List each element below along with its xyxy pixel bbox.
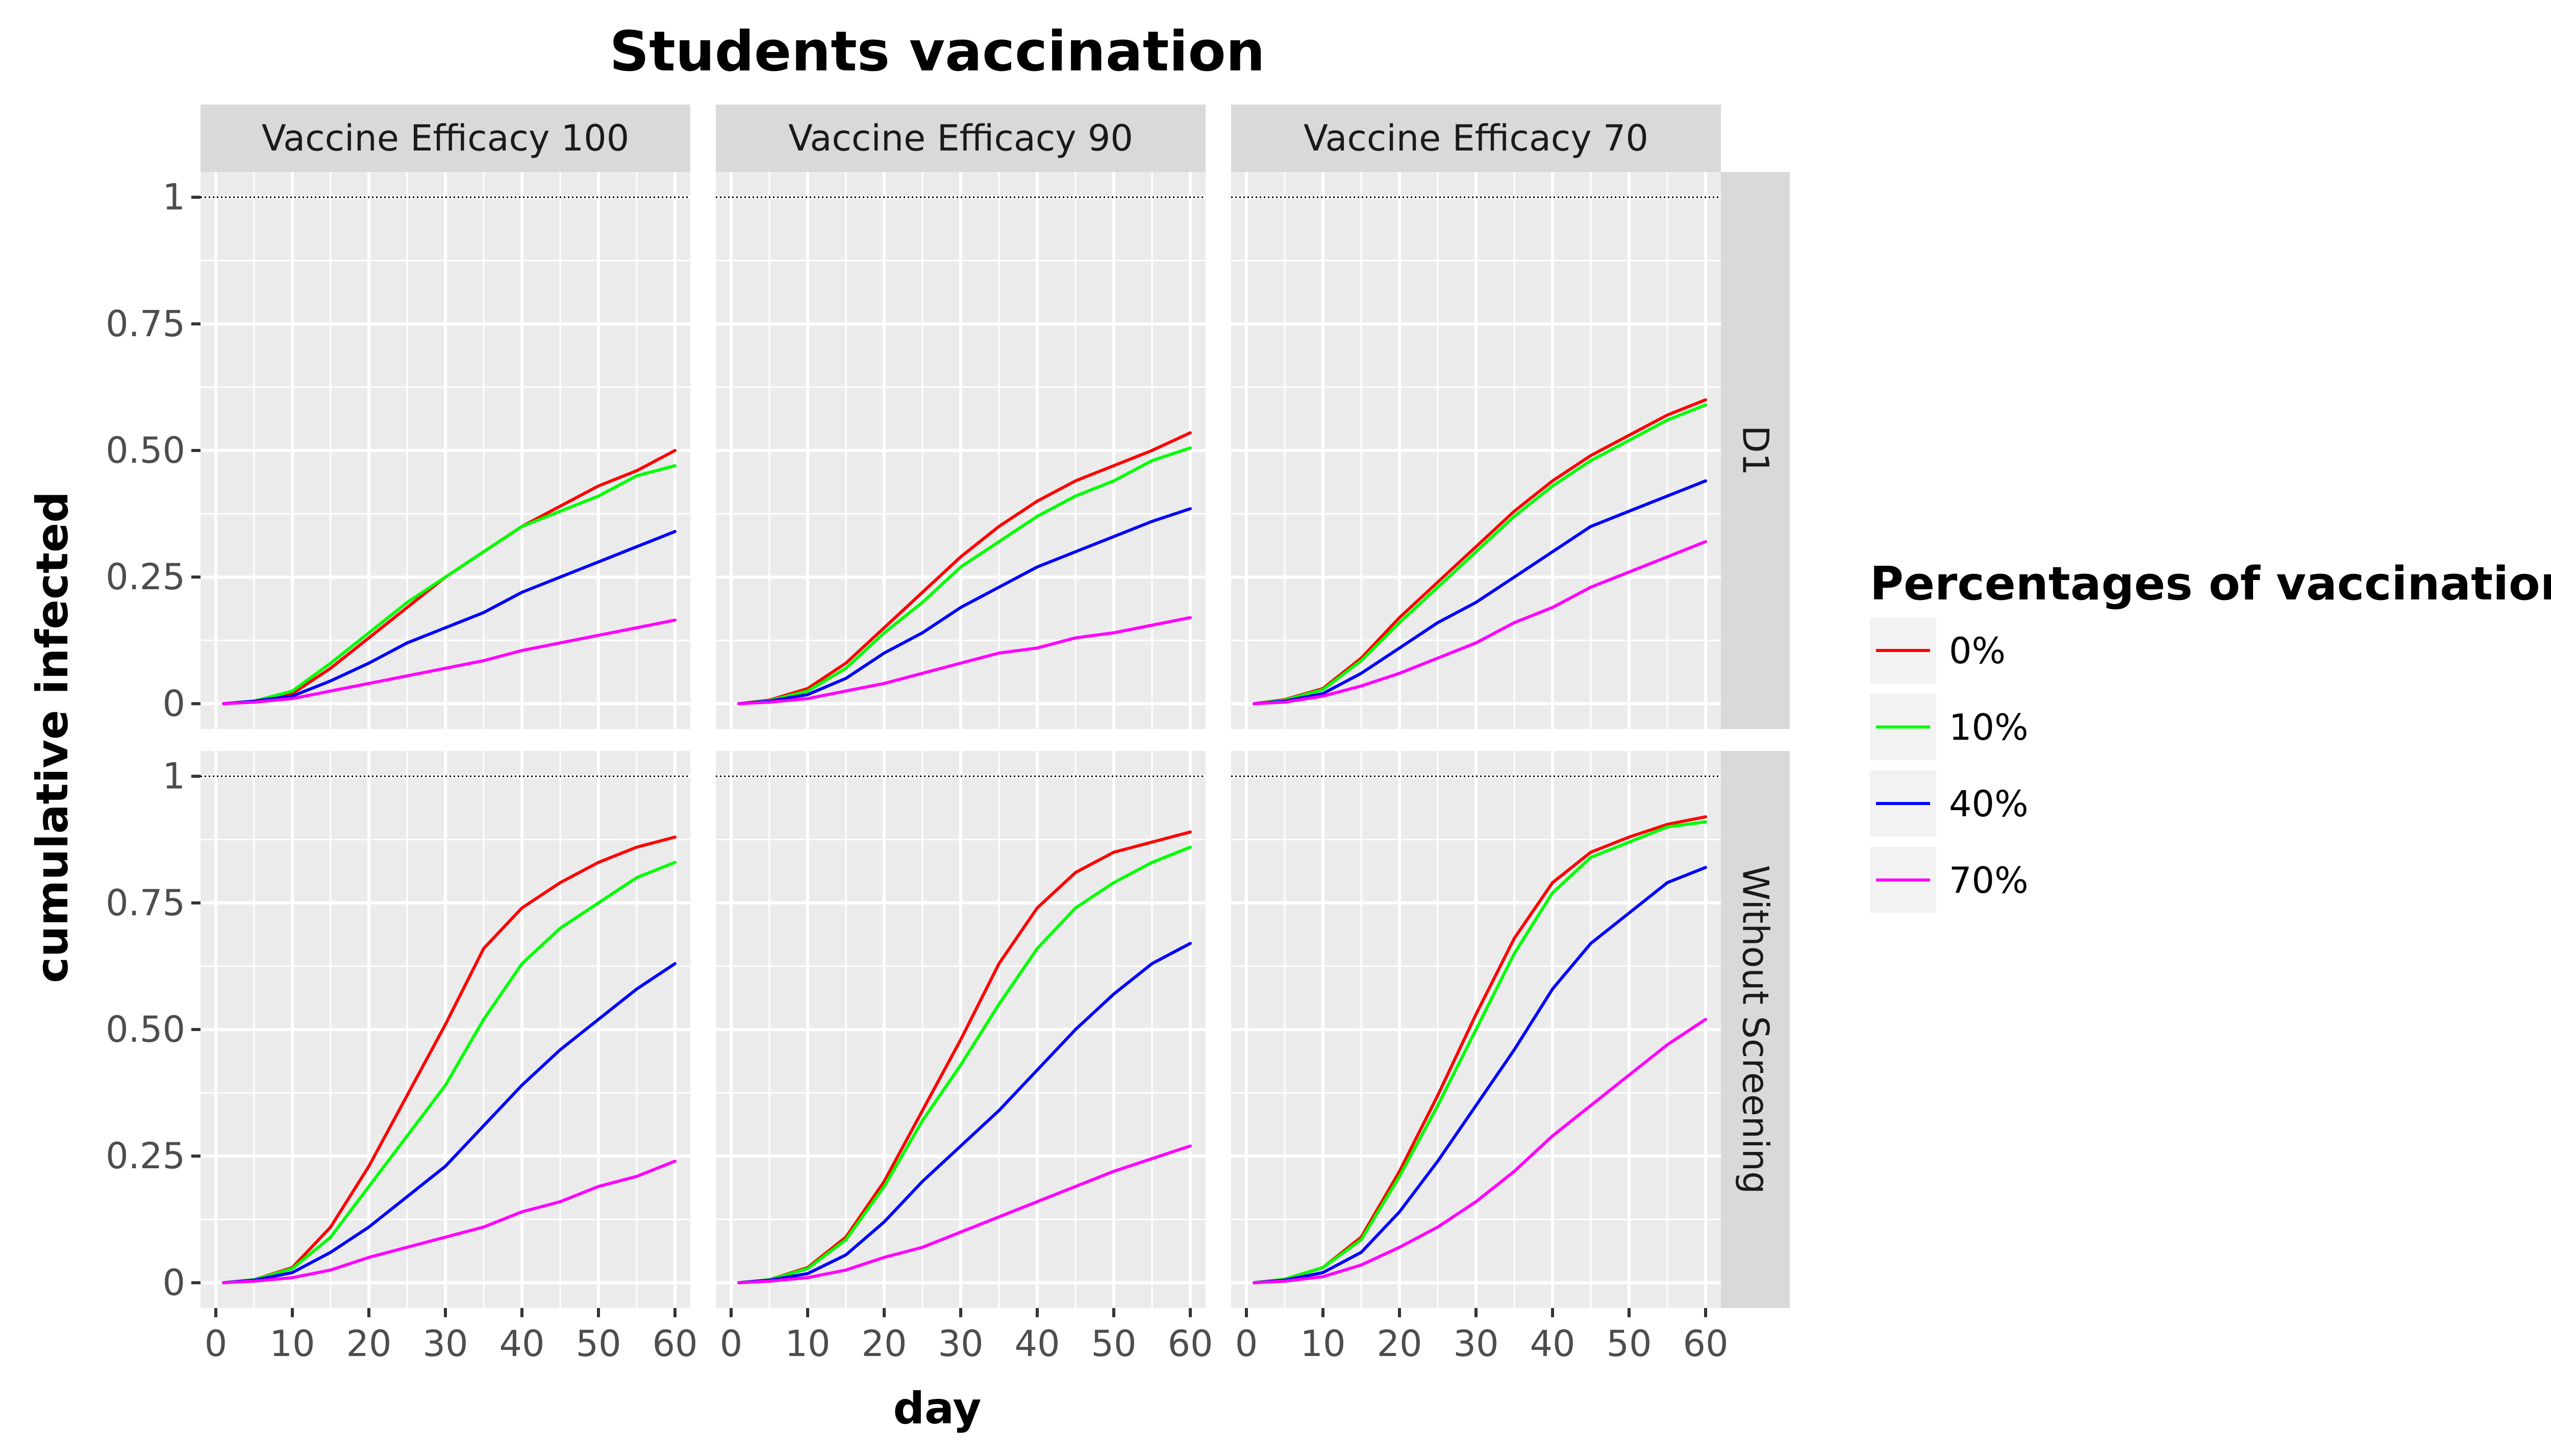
x-tick-label: 20 <box>861 1323 907 1365</box>
series-line-10pct <box>737 446 1192 706</box>
series-line-10pct <box>222 861 677 1285</box>
y-axis-label: cumulative infected <box>27 491 78 983</box>
chart-title: Students vaccination <box>609 20 1265 84</box>
legend-label: 10% <box>1949 707 2029 748</box>
x-tick-label: 50 <box>1091 1323 1136 1365</box>
column-strip <box>201 105 690 172</box>
x-tick-label: 30 <box>422 1323 468 1365</box>
x-tick-label: 30 <box>938 1323 983 1365</box>
legend-label: 70% <box>1949 860 2029 901</box>
y-tick-label: 0.75 <box>106 882 185 924</box>
series-line-40pct <box>737 507 1192 706</box>
x-tick-label: 60 <box>1167 1323 1213 1365</box>
column-strip-label: Vaccine Efficacy 90 <box>788 117 1133 159</box>
series-line-70pct <box>1253 1018 1707 1285</box>
x-tick-label: 60 <box>1683 1323 1728 1365</box>
series-line-10pct <box>1253 403 1707 706</box>
row-strip-label: Without Screening <box>1735 865 1777 1194</box>
y-tick-label: 0 <box>162 683 185 724</box>
series-line-40pct <box>222 962 677 1285</box>
facet-strips: Vaccine Efficacy 100 Vaccine Efficacy 90 V… <box>201 105 1790 1308</box>
x-tick-label: 0 <box>205 1323 228 1365</box>
x-tick-label: 40 <box>1014 1323 1060 1365</box>
facet-panel <box>1231 172 1721 729</box>
series-line-70pct <box>1253 540 1707 706</box>
facet-panel <box>716 751 1206 1308</box>
facet-panel <box>1231 751 1721 1308</box>
legend-title: Percentages of vaccination <box>1870 557 2551 611</box>
series-line-70pct <box>222 1160 677 1285</box>
column-strip-label: Vaccine Efficacy 100 <box>262 117 630 159</box>
series-line-10pct <box>222 464 677 706</box>
series-line-40pct <box>737 942 1192 1285</box>
x-tick-label: 10 <box>785 1323 830 1365</box>
row-strip <box>1721 172 1790 729</box>
row-strip-label: D1 <box>1735 425 1777 475</box>
y-tick-label: 1 <box>162 756 185 797</box>
x-tick-label: 0 <box>1235 1323 1258 1365</box>
series-line-10pct <box>1253 820 1707 1285</box>
facet-panel <box>201 751 690 1308</box>
y-tick-label: 0.25 <box>106 1135 185 1177</box>
column-strip <box>1231 105 1721 172</box>
y-tick-label: 0.75 <box>106 303 185 345</box>
x-tick-label: 40 <box>1530 1323 1575 1365</box>
facet-panels <box>201 172 1721 1308</box>
column-strip <box>716 105 1206 172</box>
x-tick-label: 30 <box>1453 1323 1498 1365</box>
x-tick-label: 20 <box>1377 1323 1422 1365</box>
y-tick-label: 0.25 <box>106 556 185 598</box>
series-line-40pct <box>1253 866 1707 1285</box>
x-tick-label: 0 <box>720 1323 743 1365</box>
y-tick-label: 1 <box>162 177 185 218</box>
legend-label: 40% <box>1949 783 2029 825</box>
legend-label: 0% <box>1949 630 2006 672</box>
x-tick-label: 10 <box>1300 1323 1345 1365</box>
x-tick-label: 60 <box>652 1323 697 1365</box>
column-strip-label: Vaccine Efficacy 70 <box>1304 117 1648 159</box>
x-tick-label: 20 <box>346 1323 391 1365</box>
series-line-10pct <box>737 845 1192 1285</box>
series-line-40pct <box>222 530 677 706</box>
series-line-70pct <box>737 616 1192 706</box>
y-tick-label: 0.50 <box>106 430 185 471</box>
y-tick-label: 0 <box>162 1262 185 1303</box>
y-tick-label: 0.50 <box>106 1009 185 1050</box>
x-axis-label: day <box>893 1383 981 1434</box>
x-tick-label: 10 <box>269 1323 315 1365</box>
x-tick-label: 40 <box>499 1323 544 1365</box>
x-tick-label: 50 <box>576 1323 621 1365</box>
facet-panel <box>716 172 1206 729</box>
series-line-70pct <box>737 1144 1192 1285</box>
facet-panel <box>201 172 690 729</box>
x-tick-label: 50 <box>1606 1323 1652 1365</box>
series-line-0pct <box>737 431 1192 706</box>
series-line-40pct <box>1253 479 1707 706</box>
row-strip <box>1721 751 1790 1308</box>
series-line-70pct <box>222 618 677 706</box>
legend: Percentages of vaccination 0% 10% 40% 70% <box>1870 557 2551 913</box>
